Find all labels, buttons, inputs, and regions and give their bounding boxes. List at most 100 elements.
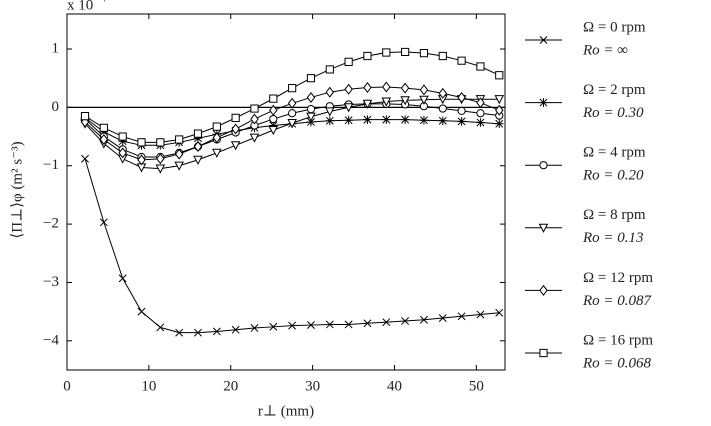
data-point xyxy=(212,132,222,144)
series-line xyxy=(84,51,500,143)
y-tick-label: 1 xyxy=(52,40,60,56)
data-point xyxy=(363,115,372,124)
data-point xyxy=(99,123,108,132)
data-point xyxy=(476,97,485,109)
data-point xyxy=(494,95,505,105)
data-point xyxy=(476,62,485,71)
data-point xyxy=(363,82,372,94)
data-point xyxy=(381,97,392,107)
data-point xyxy=(419,95,429,105)
offset-exponent: −7 xyxy=(97,0,108,4)
data-point xyxy=(118,147,127,159)
data-point xyxy=(400,96,410,106)
data-point xyxy=(382,318,391,327)
data-point xyxy=(118,132,127,141)
data-point xyxy=(250,324,259,332)
legend-marker xyxy=(539,36,548,44)
data-point xyxy=(194,328,202,337)
legend-marker xyxy=(538,223,549,233)
legend-sublabel: Ro = 0.30 xyxy=(582,105,644,121)
data-point xyxy=(268,121,278,130)
legend-label: Ω = 0 rpm xyxy=(583,19,646,35)
data-point xyxy=(80,112,90,121)
data-point xyxy=(362,99,373,109)
data-point xyxy=(476,310,485,319)
legend-sublabel: Ro = 0.087 xyxy=(582,293,653,309)
data-point xyxy=(80,116,90,128)
data-point xyxy=(269,104,278,116)
data-point xyxy=(212,148,222,158)
legend-marker xyxy=(539,348,548,358)
data-point xyxy=(288,84,297,93)
data-point xyxy=(156,138,165,147)
data-point xyxy=(457,312,466,321)
data-point xyxy=(99,133,109,145)
data-point xyxy=(419,49,429,58)
data-point xyxy=(231,325,240,334)
data-point xyxy=(325,86,335,98)
data-point xyxy=(438,314,447,323)
x-tick-label: 50 xyxy=(469,378,484,394)
data-point xyxy=(156,323,165,332)
data-point xyxy=(193,129,203,138)
legend-label: Ω = 12 rpm xyxy=(583,270,653,286)
data-point xyxy=(401,47,410,57)
data-point xyxy=(175,328,184,337)
data-point xyxy=(137,307,146,316)
legend-marker xyxy=(539,98,548,107)
data-point xyxy=(401,317,410,325)
data-point xyxy=(325,116,335,126)
data-point xyxy=(212,327,221,336)
data-point xyxy=(495,71,504,80)
legend-label: Ω = 16 rpm xyxy=(583,332,653,348)
data-point xyxy=(118,136,127,146)
data-point xyxy=(306,74,316,83)
data-point xyxy=(438,51,447,61)
data-point xyxy=(325,107,335,117)
legend-sublabel: Ro = 0.20 xyxy=(582,168,644,184)
data-point xyxy=(307,321,315,330)
y-tick-label: −3 xyxy=(43,274,59,290)
data-point xyxy=(287,119,297,129)
data-point xyxy=(438,87,448,99)
data-point xyxy=(382,81,391,93)
data-point xyxy=(325,65,334,74)
data-point xyxy=(99,218,108,227)
data-point xyxy=(306,117,316,127)
y-tick-label: −1 xyxy=(43,157,59,173)
data-point xyxy=(476,118,485,127)
data-point xyxy=(156,153,165,165)
data-point xyxy=(175,135,184,144)
data-point xyxy=(495,308,504,317)
data-point xyxy=(344,83,353,95)
data-point xyxy=(81,154,89,163)
data-point xyxy=(457,117,466,126)
x-tick-label: 20 xyxy=(223,378,238,394)
data-point xyxy=(400,82,410,94)
data-point xyxy=(457,106,466,115)
plot-frame xyxy=(66,13,506,371)
data-point xyxy=(438,116,448,126)
x-axis-label: r⊥ (mm) xyxy=(258,403,314,419)
x-tick-label: 10 xyxy=(141,378,156,394)
data-point xyxy=(419,115,429,125)
data-point xyxy=(344,57,353,66)
data-point xyxy=(174,161,184,171)
legend-marker xyxy=(539,284,548,296)
data-point xyxy=(306,105,316,114)
data-point xyxy=(457,91,466,103)
data-point xyxy=(288,109,297,118)
legend-marker xyxy=(539,161,548,170)
data-point xyxy=(400,115,410,124)
x-tick-label: 40 xyxy=(387,378,402,394)
data-point xyxy=(288,321,297,330)
data-point xyxy=(419,84,429,96)
data-point xyxy=(306,112,316,122)
data-point xyxy=(343,103,354,113)
data-point xyxy=(250,104,259,113)
y-tick-label: 0 xyxy=(52,99,60,115)
data-point xyxy=(382,48,391,57)
y-tick-label: −4 xyxy=(43,332,59,348)
data-point xyxy=(363,319,372,328)
